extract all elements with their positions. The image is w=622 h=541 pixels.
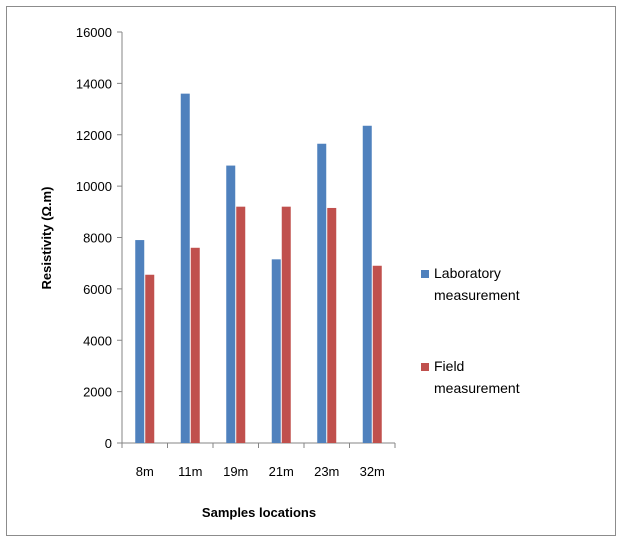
- bar-series-2-32m: [372, 265, 382, 443]
- x-tick-label: 23m: [314, 464, 339, 479]
- x-tick-label: 32m: [360, 464, 385, 479]
- y-axis-title: Resistivity (Ω.m): [39, 187, 54, 290]
- bar-series-1-8m: [135, 240, 145, 443]
- x-tick-label: 21m: [269, 464, 294, 479]
- bars: [135, 93, 382, 444]
- y-tick-label: 8000: [83, 231, 112, 246]
- bar-series-2-8m: [145, 274, 155, 443]
- bar-series-1-32m: [362, 125, 372, 444]
- x-tick-label: 11m: [178, 464, 202, 479]
- bar-series-2-21m: [281, 206, 291, 443]
- y-tick-label: 6000: [83, 282, 112, 297]
- x-tick-label: 19m: [223, 464, 248, 479]
- bar-series-2-19m: [236, 206, 246, 443]
- y-tick-label: 14000: [76, 76, 112, 91]
- legend-label-2: measurement: [434, 380, 520, 396]
- y-tick-label: 10000: [76, 179, 112, 194]
- legend-label-1: Laboratory: [434, 265, 501, 281]
- legend-swatch-1: [421, 270, 429, 278]
- bar-series-2-11m: [190, 247, 200, 443]
- legend-label-1: measurement: [434, 287, 520, 303]
- y-tick-label: 2000: [83, 385, 112, 400]
- bar-series-1-19m: [226, 165, 236, 443]
- bar-series-2-23m: [327, 207, 337, 443]
- x-axis-title: Samples locations: [202, 505, 316, 520]
- x-tick-label: 8m: [136, 464, 154, 479]
- bar-series-1-23m: [317, 143, 327, 443]
- bar-series-1-11m: [180, 93, 190, 444]
- legend-swatch-2: [421, 363, 429, 371]
- legend: Laboratory measurement Field measurement: [421, 265, 520, 396]
- y-tick-label: 12000: [76, 128, 112, 143]
- y-tick-label: 4000: [83, 333, 112, 348]
- chart-frame: [6, 6, 616, 536]
- y-tick-label: 0: [105, 436, 112, 451]
- y-axis: 0 2000 4000 6000 8000 10000 12000 14000 16000: [76, 25, 123, 451]
- legend-label-2: Field: [434, 358, 464, 374]
- y-tick-label: 16000: [76, 25, 112, 40]
- x-axis: 8m 11m 19m 21m 23m 32m: [121, 442, 396, 479]
- bar-series-1-21m: [271, 259, 281, 443]
